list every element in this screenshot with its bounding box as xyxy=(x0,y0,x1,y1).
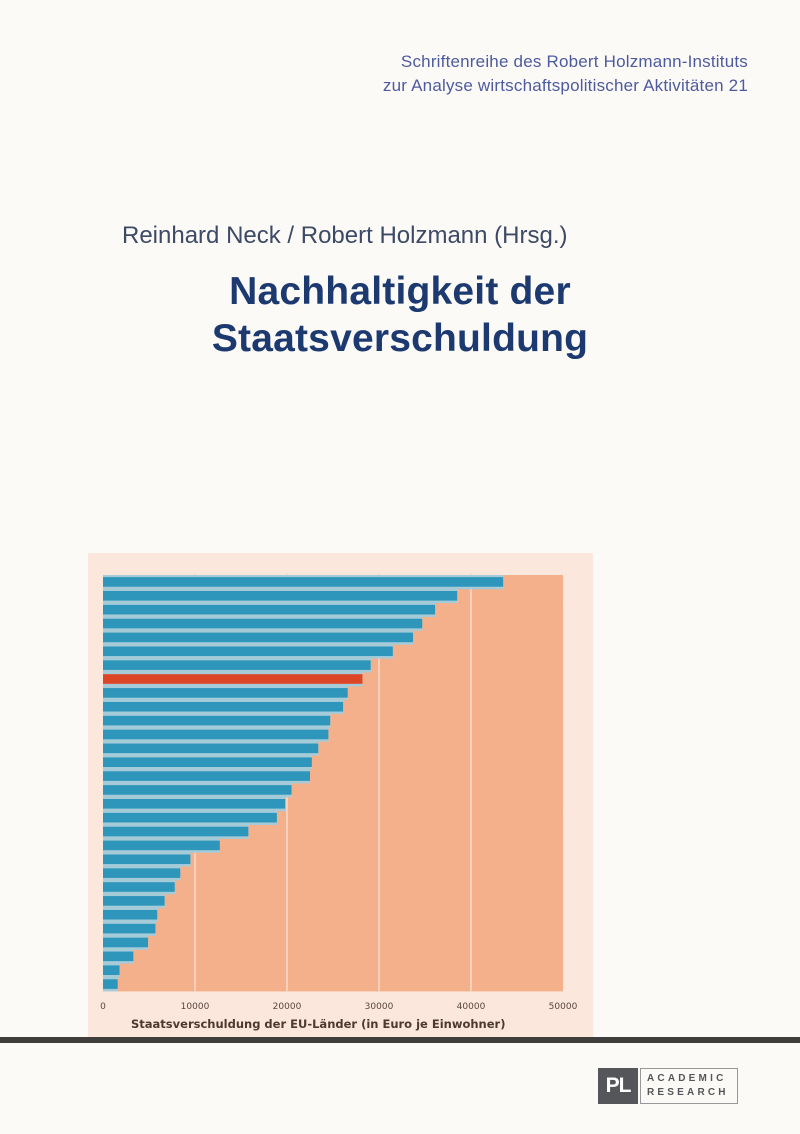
bottom-rule xyxy=(0,1037,800,1043)
publisher-name: ACADEMIC RESEARCH xyxy=(640,1068,738,1104)
svg-text:40000: 40000 xyxy=(457,1002,486,1012)
svg-text:10000: 10000 xyxy=(181,1002,210,1012)
publisher-logo: PL ACADEMIC RESEARCH xyxy=(598,1068,738,1104)
book-title: Nachhaltigkeit der Staatsverschuldung xyxy=(0,268,800,362)
series-line-1: Schriftenreihe des Robert Holzmann-Insti… xyxy=(400,52,748,71)
svg-text:Staatsverschuldung der EU-Länd: Staatsverschuldung der EU-Länder (in Eur… xyxy=(131,1017,505,1031)
title-line-1: Nachhaltigkeit der xyxy=(229,270,571,313)
svg-text:30000: 30000 xyxy=(365,1002,394,1012)
svg-text:20000: 20000 xyxy=(273,1002,302,1012)
svg-text:50000: 50000 xyxy=(549,1002,578,1012)
series-line-2: zur Analyse wirtschaftspolitischer Aktiv… xyxy=(382,76,748,95)
svg-text:0: 0 xyxy=(100,1002,106,1012)
series-header: Schriftenreihe des Robert Holzmann-Insti… xyxy=(383,50,748,98)
publisher-name-line-2: RESEARCH xyxy=(647,1087,729,1098)
title-line-2: Staatsverschuldung xyxy=(211,317,589,360)
debt-bar-chart-canvas: 0 10000 20000 30000 40000 50000 Staatsverschul… xyxy=(100,573,578,1031)
publisher-monogram: PL xyxy=(598,1068,638,1104)
publisher-name-line-1: ACADEMIC xyxy=(647,1073,727,1084)
debt-bar-chart: 0 10000 20000 30000 40000 50000 Staatsverschul… xyxy=(88,553,593,1037)
authors-line: Reinhard Neck / Robert Holzmann (Hrsg.) xyxy=(122,222,568,249)
